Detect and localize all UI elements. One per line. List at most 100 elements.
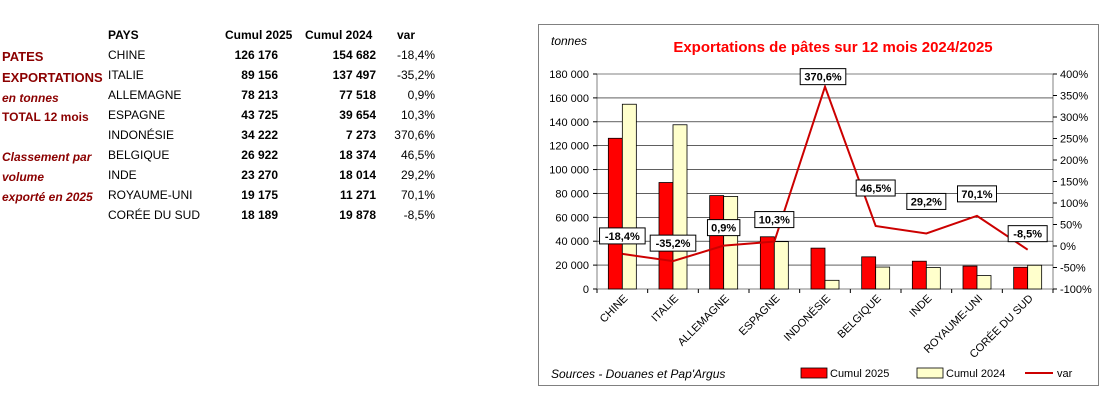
y-tick-label: 80 000 <box>555 188 589 200</box>
cell-country: ROYAUME-UNI <box>108 188 193 202</box>
y-tick-label: 120 000 <box>549 141 589 153</box>
var-data-label-box <box>906 192 947 210</box>
bar-cumul-2024 <box>824 279 840 290</box>
bar-cumul-2024 <box>1027 264 1043 290</box>
y-tick-label: 0 <box>583 284 589 296</box>
chart-title: Exportations de pâtes sur 12 mois 2024/2… <box>673 39 992 56</box>
cell-var: 46,5% <box>400 148 435 162</box>
x-tick-label: CHINE <box>598 293 631 326</box>
bar-cumul-2024 <box>773 241 789 290</box>
cell-country: INDONÉSIE <box>108 128 175 142</box>
label-exporte-2025: exporté en 2025 <box>2 190 93 204</box>
var-data-label-box <box>957 185 997 203</box>
x-tick-label: INDONÉSIE <box>781 292 833 344</box>
label-en-tonnes: en tonnes <box>2 91 59 105</box>
var-data-label: 0,9% <box>711 223 736 235</box>
y2-tick-label: 50% <box>1060 220 1082 232</box>
cell-cumul-2024: 19 878 <box>339 208 376 222</box>
label-pates: PATES <box>2 49 44 64</box>
bar-cumul-2024 <box>925 267 941 290</box>
var-data-label-box <box>754 211 795 229</box>
y2-tick-label: 350% <box>1060 91 1088 103</box>
cell-cumul-2024: 7 273 <box>345 128 376 142</box>
cell-var: -8,5% <box>403 208 435 222</box>
cell-cumul-2024: 77 518 <box>339 88 376 102</box>
bar-cumul-2025 <box>1013 266 1029 290</box>
cell-cumul-2025: 18 189 <box>241 208 278 222</box>
bar-cumul-2024 <box>621 103 637 290</box>
y-tick-label: 180 000 <box>549 69 589 81</box>
y-tick-label: 20 000 <box>555 260 589 272</box>
x-tick-label: BELGIQUE <box>836 293 884 341</box>
var-data-label: -8,5% <box>1013 229 1042 241</box>
legend-label-cumul-2024: Cumul 2024 <box>946 368 1005 380</box>
var-data-label-box <box>706 219 741 237</box>
x-tick-label: ESPAGNE <box>737 293 783 339</box>
y-tick-label: 40 000 <box>555 236 589 248</box>
cell-country: BELGIQUE <box>108 148 170 162</box>
cell-var: -18,4% <box>396 48 435 62</box>
cell-cumul-2024: 18 014 <box>339 168 376 182</box>
y2-tick-label: 150% <box>1060 177 1088 189</box>
cell-cumul-2024: 18 374 <box>339 148 376 162</box>
cell-cumul-2025: 89 156 <box>241 68 278 82</box>
bar-cumul-2024 <box>672 124 688 290</box>
cell-cumul-2025: 26 922 <box>241 148 278 162</box>
y2-tick-label: 100% <box>1060 198 1088 210</box>
var-data-label-box <box>599 227 646 245</box>
var-series-line <box>622 83 1029 263</box>
bar-cumul-2025 <box>759 236 775 290</box>
x-tick-label: INDE <box>907 293 934 320</box>
var-data-label-box <box>1007 225 1048 243</box>
cell-cumul-2024: 137 497 <box>332 68 376 82</box>
bar-cumul-2025 <box>810 247 826 290</box>
cell-var: 10,3% <box>400 108 435 122</box>
cell-cumul-2025: 19 175 <box>241 188 278 202</box>
bar-cumul-2024 <box>875 266 891 290</box>
cell-country: ESPAGNE <box>108 108 166 122</box>
bar-cumul-2025 <box>709 195 725 290</box>
chart-svg: tonnes Exportations de pâtes sur 12 mois… <box>549 34 1092 381</box>
y2-tick-label: -50% <box>1060 263 1086 275</box>
y-axis-unit-label: tonnes <box>551 34 587 48</box>
cell-var: 370,6% <box>394 128 435 142</box>
legend-swatch-cumul-2024 <box>916 367 944 379</box>
cell-country: CORÉE DU SUD <box>108 208 201 222</box>
exports-chart: tonnes Exportations de pâtes sur 12 mois… <box>538 24 1099 386</box>
cell-country: INDE <box>108 168 137 182</box>
cell-cumul-2025: 23 270 <box>241 168 278 182</box>
legend-label-var: var <box>1057 368 1073 380</box>
cell-cumul-2025: 34 222 <box>241 128 278 142</box>
cell-cumul-2025: 78 213 <box>241 88 278 102</box>
label-exportations: EXPORTATIONS <box>2 70 103 85</box>
var-data-label: 10,3% <box>759 215 790 227</box>
cell-var: 0,9% <box>407 88 435 102</box>
cell-country: ITALIE <box>108 68 144 82</box>
legend: Cumul 2025 Cumul 2024 var <box>800 367 1073 380</box>
header-cumul-2025: Cumul 2025 <box>225 28 293 42</box>
cell-cumul-2024: 154 682 <box>332 48 376 62</box>
legend-swatch-cumul-2025 <box>800 367 828 379</box>
y-tick-label: 100 000 <box>549 165 589 177</box>
cell-var: -35,2% <box>396 68 435 82</box>
var-data-label-box <box>855 179 896 197</box>
legend-label-cumul-2025: Cumul 2025 <box>830 368 889 380</box>
y2-tick-label: 0% <box>1060 241 1076 253</box>
y-tick-label: 140 000 <box>549 117 589 129</box>
label-volume: volume <box>2 170 45 184</box>
var-data-label: 46,5% <box>860 183 891 195</box>
y2-tick-label: 300% <box>1060 112 1088 124</box>
bar-cumul-2024 <box>723 196 739 290</box>
label-classement: Classement par <box>2 150 92 164</box>
x-tick-label: ALLEMAGNE <box>676 293 732 349</box>
header-cumul-2024: Cumul 2024 <box>305 28 373 42</box>
y2-tick-label: 400% <box>1060 69 1088 81</box>
var-data-label: -18,4% <box>605 231 640 243</box>
bar-cumul-2025 <box>911 260 927 290</box>
var-data-label: 70,1% <box>961 189 992 201</box>
y-tick-label: 60 000 <box>555 212 589 224</box>
var-data-label-box <box>649 234 697 252</box>
var-data-label-box <box>799 68 847 86</box>
var-data-label: -35,2% <box>656 238 691 250</box>
cell-cumul-2025: 126 176 <box>234 48 278 62</box>
